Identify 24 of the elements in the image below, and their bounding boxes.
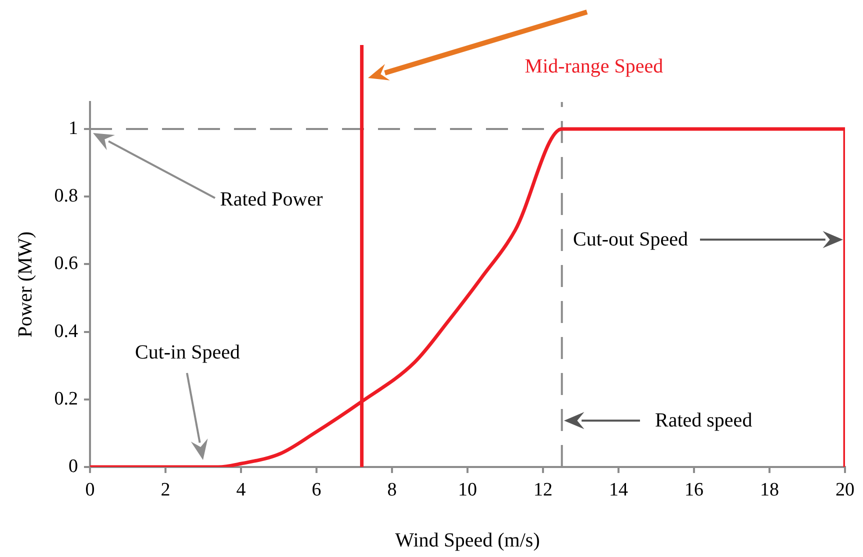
x-tick-label: 6 [312, 479, 322, 500]
y-tick-label: 0.8 [54, 186, 78, 207]
ref-line-label: Mid-range Speed [524, 55, 664, 78]
x-tick-label: 4 [236, 479, 246, 500]
y-tick-label: 0 [68, 456, 78, 477]
x-tick-label: 0 [85, 479, 95, 500]
annotation: Rated speed [655, 409, 752, 432]
x-axis-title: Wind Speed (m/s) [395, 529, 540, 552]
annotation: Cut-out Speed [573, 228, 688, 250]
x-tick-label: 16 [684, 479, 704, 500]
y-tick-label: 1 [68, 118, 78, 140]
x-tick-label: 2 [160, 479, 170, 500]
x-tick-label: 12 [534, 479, 552, 500]
y-tick-label: 0.2 [54, 388, 78, 410]
x-tick-label: 20 [836, 479, 854, 500]
x-tick-label: 10 [458, 479, 477, 500]
y-axis-title: Power (MW) [14, 231, 36, 338]
annotation: Rated Power [220, 188, 324, 210]
y-tick-label: 0.6 [54, 253, 78, 274]
annotation: Cut-in Speed [135, 341, 240, 364]
x-tick-label: 14 [609, 479, 628, 500]
y-tick-label: 0.4 [54, 320, 78, 342]
x-tick-label: 8 [387, 479, 397, 500]
x-tick-label: 18 [760, 479, 779, 500]
